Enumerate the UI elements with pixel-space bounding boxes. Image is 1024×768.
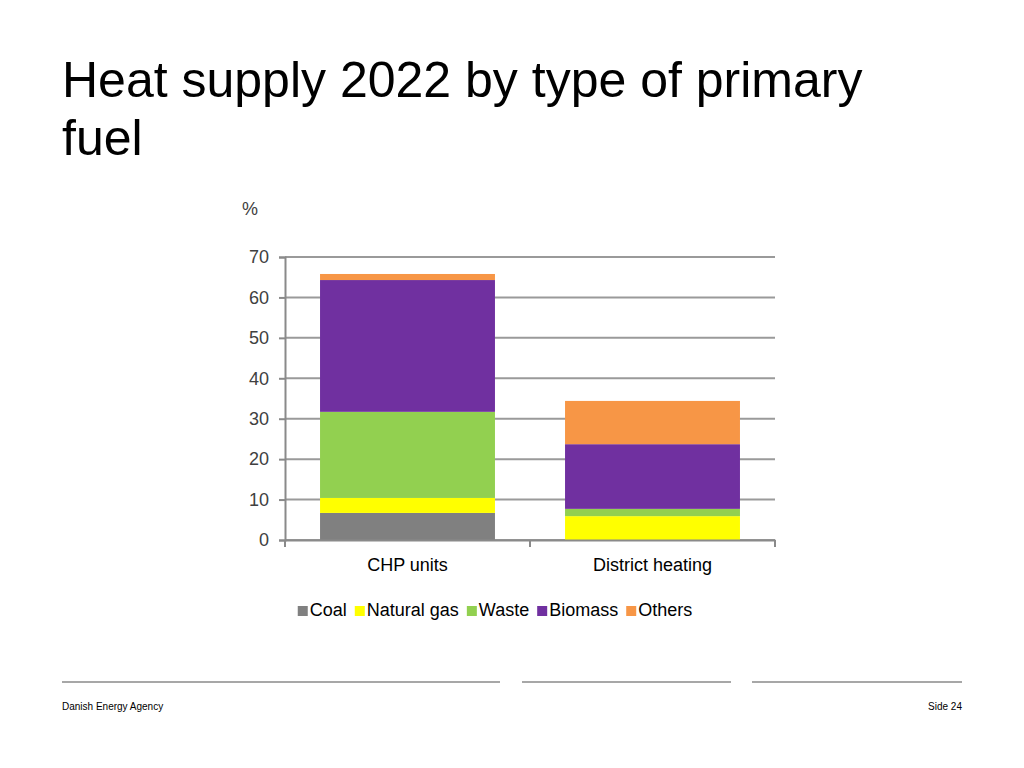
y-tick-mark <box>279 378 285 380</box>
bar-segment <box>565 509 740 516</box>
y-tick-label: 50 <box>249 328 269 348</box>
legend-item: Waste <box>467 600 529 620</box>
series-4 <box>320 274 740 444</box>
legend-label: Waste <box>479 600 529 620</box>
footer-rule <box>522 681 731 683</box>
legend-swatch <box>626 606 636 616</box>
series-0 <box>320 513 495 540</box>
legend-swatch <box>467 606 477 616</box>
y-tick: 30 <box>249 409 285 429</box>
y-axis-label: % <box>242 199 258 219</box>
grid-line <box>285 256 775 258</box>
x-tick-label: CHP units <box>367 555 448 575</box>
y-tick: 70 <box>249 247 285 267</box>
x-tick-label: District heating <box>593 555 712 575</box>
legend-item: Others <box>626 600 692 620</box>
bar-segment <box>565 516 740 540</box>
x-separator-tick <box>284 540 286 547</box>
y-tick-mark <box>279 337 285 339</box>
x-separator-tick <box>774 540 776 547</box>
y-tick-label: 70 <box>249 247 269 267</box>
y-tick: 10 <box>249 490 285 510</box>
bar-segment <box>320 274 495 280</box>
y-tick-mark <box>279 257 285 259</box>
y-tick: 0 <box>259 530 285 550</box>
y-tick-label: 30 <box>249 409 269 429</box>
legend-swatch <box>537 606 547 616</box>
legend-item: Biomass <box>537 600 618 620</box>
grid <box>285 257 775 540</box>
y-tick: 50 <box>249 328 285 348</box>
footer-left: Danish Energy Agency <box>62 701 163 712</box>
y-axis: 0 10 20 30 40 50 60 70 <box>249 247 286 550</box>
legend-item: Coal <box>298 600 347 620</box>
footer-rule <box>752 681 962 683</box>
y-tick-mark <box>279 459 285 461</box>
y-tick-mark <box>279 499 285 501</box>
legend-item: Natural gas <box>355 600 459 620</box>
bar-segment <box>320 513 495 540</box>
y-tick-label: 0 <box>259 530 269 550</box>
x-axis: CHP units District heating <box>286 540 776 575</box>
bar-segment <box>565 401 740 444</box>
legend-label: Others <box>638 600 692 620</box>
x-tick: District heating <box>593 540 712 575</box>
legend-swatch <box>298 606 308 616</box>
y-tick-mark <box>279 297 285 299</box>
title: Heat supply 2022 by type of primaryfuel <box>62 52 862 166</box>
series-3 <box>320 280 740 509</box>
footer-rule <box>62 681 500 683</box>
y-tick-label: 60 <box>249 288 269 308</box>
bar-segment <box>565 444 740 509</box>
y-tick-mark <box>279 418 285 420</box>
y-tick-label: 20 <box>249 449 269 469</box>
y-axis-line <box>279 258 286 541</box>
y-tick-label: 40 <box>249 369 269 389</box>
bars <box>320 274 740 540</box>
legend-swatch <box>355 606 365 616</box>
x-tick: CHP units <box>367 540 448 575</box>
bar-segment <box>320 280 495 412</box>
bar-segment <box>320 498 495 513</box>
legend-label: Natural gas <box>367 600 459 620</box>
y-tick: 40 <box>249 369 285 389</box>
bar-segment <box>320 412 495 498</box>
footer-right: Side 24 <box>928 701 962 712</box>
y-tick: 60 <box>249 288 285 308</box>
legend: Coal Natural gas Waste Biomass Others <box>298 600 693 620</box>
legend-label: Coal <box>310 600 347 620</box>
legend-label: Biomass <box>549 600 618 620</box>
y-tick-label: 10 <box>249 490 269 510</box>
x-separator-tick <box>529 540 531 547</box>
y-tick: 20 <box>249 449 285 469</box>
